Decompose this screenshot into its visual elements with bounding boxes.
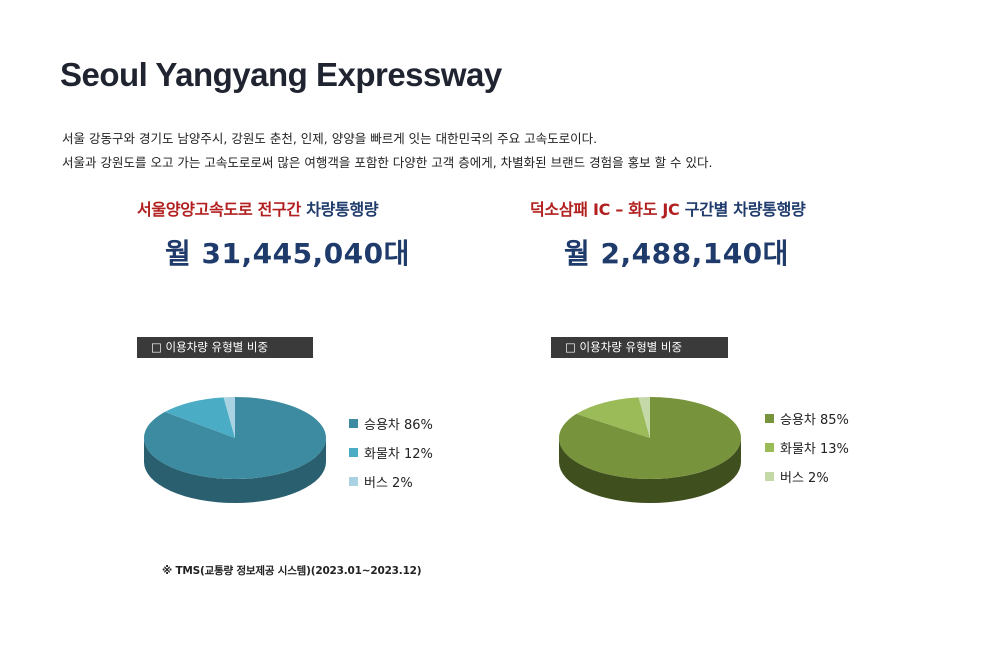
- legend-swatch: [349, 448, 358, 457]
- data-source-note: ※ TMS(교통량 정보제공 시스템)(2023.01~2023.12): [162, 565, 422, 577]
- section-traffic-metric: 구간별 차량통행량: [684, 200, 806, 219]
- chart-label-right: □ 이용차량 유형별 비중: [551, 337, 728, 358]
- section-monthly-traffic: 월 2,488,140대: [564, 237, 789, 270]
- legend-swatch: [765, 472, 774, 481]
- pie-chart-total: [144, 397, 327, 503]
- pie-chart-section: [559, 397, 741, 503]
- total-traffic-headline: 서울양양고속도로 전구간 차량통행량: [137, 196, 410, 220]
- legend-label: 버스 2%: [780, 471, 829, 486]
- legend-item: 화물차 13%: [765, 433, 849, 462]
- legend-swatch: [349, 419, 358, 428]
- legend-swatch: [765, 443, 774, 452]
- description-line-1: 서울 강동구와 경기도 남양주시, 강원도 춘천, 인제, 양양을 빠르게 잇는…: [62, 131, 598, 146]
- legend-section: 승용차 85% 화물차 13% 버스 2%: [765, 404, 849, 491]
- page-title: Seoul Yangyang Expressway: [60, 56, 502, 93]
- pie-slice-화물차: [164, 397, 235, 438]
- legend-swatch: [349, 477, 358, 486]
- legend-label: 화물차 12%: [364, 447, 433, 462]
- pie-slice-승용차: [144, 397, 327, 479]
- legend-item: 승용차 86%: [349, 409, 433, 438]
- legend-item: 화물차 12%: [349, 438, 433, 467]
- section-traffic-block: 덕소삼패 IC – 화도 JC 구간별 차량통행량 월 2,488,140대: [530, 196, 806, 272]
- legend-total: 승용차 86% 화물차 12% 버스 2%: [349, 409, 433, 496]
- section-traffic-headline: 덕소삼패 IC – 화도 JC 구간별 차량통행량: [530, 196, 806, 220]
- legend-item: 승용차 85%: [765, 404, 849, 433]
- total-traffic-route: 서울양양고속도로 전구간: [137, 200, 301, 219]
- description-line-2: 서울과 강원도를 오고 가는 고속도로로써 많은 여행객을 포함한 다양한 고객…: [62, 155, 713, 170]
- legend-item: 버스 2%: [349, 467, 433, 496]
- legend-label: 버스 2%: [364, 476, 413, 491]
- pie-slice-버스: [638, 397, 650, 438]
- section-traffic-route: 덕소삼패 IC – 화도 JC: [530, 200, 680, 219]
- pie-slice-화물차: [576, 397, 650, 438]
- total-monthly-traffic: 월 31,445,040대: [165, 237, 410, 270]
- total-traffic-metric: 차량통행량: [306, 200, 379, 219]
- legend-swatch: [765, 414, 774, 423]
- chart-label-left: □ 이용차량 유형별 비중: [137, 337, 313, 358]
- legend-item: 버스 2%: [765, 462, 849, 491]
- total-traffic-block: 서울양양고속도로 전구간 차량통행량 월 31,445,040대: [137, 196, 410, 272]
- legend-label: 승용차 85%: [780, 413, 849, 428]
- legend-label: 승용차 86%: [364, 418, 433, 433]
- legend-label: 화물차 13%: [780, 442, 849, 457]
- pie-side-승용차: [559, 438, 741, 503]
- pie-slice-버스: [223, 397, 235, 438]
- pie-side-승용차: [144, 438, 326, 503]
